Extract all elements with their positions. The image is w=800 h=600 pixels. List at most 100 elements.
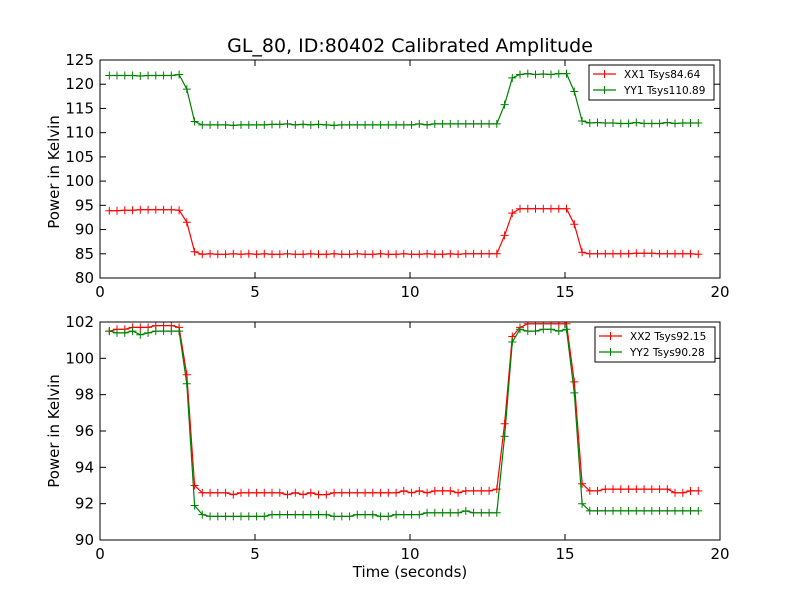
- data-point-xx1: [415, 250, 424, 259]
- bottom-series: [105, 322, 703, 521]
- data-point-xx2: [221, 488, 230, 497]
- data-point-xx1: [330, 249, 339, 258]
- top-y-axis-label: Power in Kelvin: [45, 115, 63, 229]
- data-point-xx1: [601, 249, 610, 258]
- legend-label-xx2: XX2 Tsys92.15: [630, 331, 706, 343]
- data-point-xx2: [268, 488, 276, 497]
- data-point-xx2: [454, 488, 463, 497]
- legend-label-yy1: YY1 Tsys110.89: [623, 85, 705, 97]
- data-point-yy1: [640, 119, 649, 128]
- data-point-xx1: [384, 250, 393, 259]
- data-point-yy2: [206, 512, 215, 521]
- data-point-yy1: [423, 120, 432, 129]
- data-point-xx1: [694, 250, 703, 259]
- data-point-yy2: [144, 328, 153, 337]
- data-point-yy1: [647, 119, 656, 128]
- data-point-yy1: [190, 117, 199, 126]
- data-point-yy2: [407, 510, 416, 519]
- data-point-xx1: [663, 249, 672, 258]
- data-point-yy2: [198, 510, 207, 519]
- data-point-yy1: [399, 120, 408, 129]
- data-point-xx1: [578, 248, 587, 257]
- data-point-xx1: [361, 250, 370, 259]
- data-point-xx1: [167, 205, 176, 214]
- data-point-yy1: [330, 121, 339, 130]
- data-point-yy1: [438, 119, 447, 128]
- data-point-yy1: [430, 119, 439, 128]
- data-point-xx1: [640, 249, 649, 258]
- data-point-yy1: [384, 120, 393, 129]
- data-point-xx1: [244, 249, 253, 258]
- data-point-xx1: [151, 205, 160, 214]
- data-point-yy1: [260, 120, 269, 129]
- top-legend-box: [588, 64, 715, 101]
- data-point-yy2: [221, 512, 230, 521]
- data-point-yy1: [516, 70, 524, 79]
- data-point-yy2: [469, 508, 478, 517]
- top-y-tick-label: 110: [65, 124, 94, 142]
- data-point-yy1: [252, 120, 261, 129]
- data-point-yy2: [632, 506, 641, 515]
- data-point-xx1: [570, 220, 579, 229]
- data-point-yy1: [159, 71, 168, 80]
- data-point-xx1: [492, 249, 501, 258]
- data-point-yy2: [283, 510, 292, 519]
- data-point-xx1: [485, 249, 494, 258]
- data-point-xx2: [399, 486, 408, 495]
- data-point-yy1: [392, 120, 401, 129]
- data-point-xx1: [198, 250, 207, 259]
- data-point-xx2: [655, 485, 664, 494]
- data-point-xx1: [345, 250, 354, 259]
- data-point-xx1: [686, 249, 695, 258]
- data-point-xx1: [368, 250, 377, 259]
- data-point-xx1: [407, 250, 416, 259]
- data-point-yy2: [306, 510, 315, 519]
- data-point-xx1: [252, 250, 261, 259]
- data-point-yy2: [190, 501, 199, 510]
- data-point-xx1: [423, 249, 432, 258]
- data-point-yy2: [647, 506, 656, 515]
- data-point-xx2: [322, 490, 331, 499]
- data-point-xx2: [469, 486, 478, 495]
- data-point-xx1: [430, 250, 439, 259]
- data-point-xx1: [616, 249, 625, 258]
- bottom-x-tick-label: 15: [555, 545, 574, 563]
- data-point-xx2: [632, 485, 641, 494]
- data-point-yy2: [438, 508, 447, 517]
- data-point-yy1: [345, 120, 354, 129]
- data-point-xx1: [547, 204, 555, 213]
- data-point-xx2: [578, 479, 587, 488]
- data-point-xx1: [275, 250, 284, 259]
- top-x-tick-label: 0: [95, 283, 105, 301]
- bottom-plot-frame: [99, 321, 721, 541]
- data-point-xx1: [446, 249, 455, 258]
- data-point-yy2: [376, 512, 385, 521]
- data-point-yy1: [508, 73, 517, 82]
- data-point-xx1: [105, 206, 114, 215]
- data-point-yy2: [120, 328, 129, 337]
- data-point-yy2: [539, 325, 548, 334]
- top-x-tick-label: 10: [400, 283, 419, 301]
- data-point-yy1: [469, 119, 478, 128]
- data-point-xx1: [283, 249, 292, 258]
- data-point-xx2: [678, 488, 687, 497]
- data-point-yy2: [624, 506, 633, 515]
- data-point-xx2: [570, 377, 579, 386]
- bottom-legend: XX2 Tsys92.15 YY2 Tsys90.28: [594, 326, 716, 363]
- data-point-xx1: [609, 249, 617, 258]
- data-point-yy2: [694, 506, 703, 515]
- data-point-xx2: [190, 481, 199, 490]
- data-point-xx1: [128, 206, 137, 215]
- data-point-xx1: [392, 250, 401, 259]
- top-legend: XX1 Tsys84.64 YY1 Tsys110.89: [588, 64, 715, 101]
- data-point-yy2: [508, 338, 517, 346]
- data-point-yy2: [461, 506, 470, 515]
- top-plot-frame: [99, 59, 721, 279]
- bottom-y-tick-label: 102: [65, 313, 94, 331]
- data-point-xx2: [671, 488, 679, 497]
- data-point-yy1: [120, 71, 129, 80]
- top-series: [105, 69, 703, 259]
- data-point-xx1: [299, 250, 308, 259]
- top-y-tick-label: 100: [65, 172, 94, 190]
- data-point-yy2: [609, 506, 617, 515]
